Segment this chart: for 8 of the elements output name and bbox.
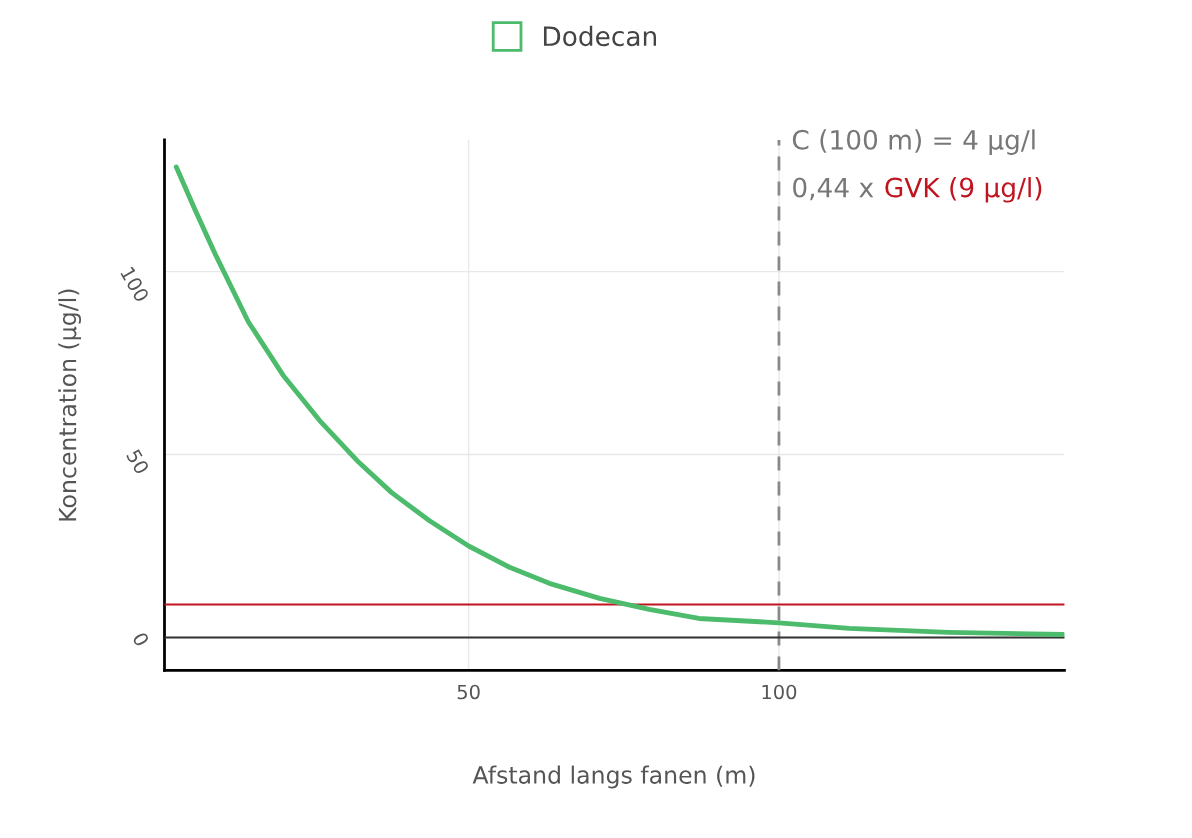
ref-line-label: GVK (9 µg/l) xyxy=(885,177,1042,203)
x-axis-title: Afstand langs fanen (m) xyxy=(472,765,755,789)
legend-label: Dodecan xyxy=(543,25,657,47)
y-axis-title: Koncentration (µg/l) xyxy=(58,289,82,521)
y-tick-label: 0 xyxy=(132,631,150,648)
y-tick-label: 50 xyxy=(125,448,150,476)
annotation: 0,44 x xyxy=(793,177,874,201)
ref-line-label: C (100 m) = 4 µg/l xyxy=(792,129,1035,155)
